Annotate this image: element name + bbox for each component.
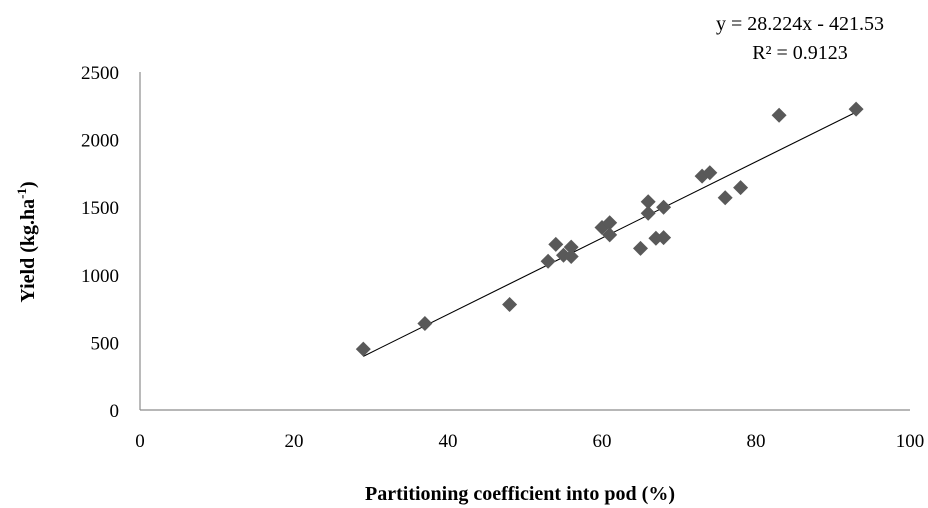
- y-tick-label: 500: [91, 333, 120, 354]
- x-tick-label: 80: [747, 431, 766, 452]
- y-tick-label: 1500: [81, 198, 119, 219]
- data-point: [548, 236, 564, 252]
- data-point: [717, 190, 733, 206]
- data-point: [355, 341, 371, 357]
- data-point: [771, 107, 787, 123]
- data-point: [602, 227, 618, 243]
- y-axis-title-main: Yield (kg.ha: [17, 199, 39, 303]
- data-point: [540, 253, 556, 269]
- data-point: [640, 194, 656, 210]
- y-tick-label: 0: [110, 401, 120, 422]
- data-point: [702, 165, 718, 181]
- y-tick-label: 1000: [81, 266, 119, 287]
- data-point: [563, 239, 579, 255]
- x-tick-label: 0: [135, 431, 145, 452]
- data-point: [656, 230, 672, 246]
- data-point: [502, 297, 518, 313]
- y-tick-labels: 0 500 1000 1500 2000 2500: [81, 63, 119, 422]
- axes: [139, 72, 910, 411]
- y-axis-title-sup: -1: [14, 188, 29, 199]
- data-point: [848, 101, 864, 117]
- data-points: [355, 101, 864, 357]
- data-point: [640, 205, 656, 221]
- y-axis-title: Yield (kg.ha-1): [14, 181, 39, 302]
- y-tick-label: 2000: [81, 131, 119, 152]
- x-tick-label: 60: [593, 431, 612, 452]
- data-point: [563, 249, 579, 265]
- data-point: [417, 315, 433, 331]
- x-axis-title: Partitioning coefficient into pod (%): [365, 483, 675, 505]
- y-tick-label: 2500: [81, 63, 119, 84]
- x-tick-label: 20: [285, 431, 304, 452]
- data-point: [733, 180, 749, 196]
- data-point: [656, 199, 672, 215]
- data-point: [633, 240, 648, 256]
- data-point: [602, 215, 618, 231]
- x-tick-labels: 0 20 40 60 80 100: [135, 431, 924, 452]
- y-axis-title-end: ): [17, 181, 39, 188]
- data-point: [556, 247, 571, 263]
- x-tick-label: 40: [439, 431, 458, 452]
- trendline-r-squared: R² = 0.9123: [752, 42, 848, 64]
- x-tick-label: 100: [896, 431, 925, 452]
- trendline-equation: y = 28.224x - 421.53: [716, 13, 884, 35]
